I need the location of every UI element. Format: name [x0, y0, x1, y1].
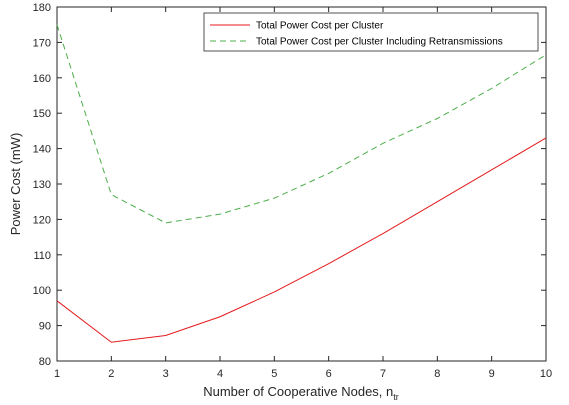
plot-area	[56, 6, 547, 362]
legend-label-1: Total Power Cost per Cluster Including R…	[256, 37, 503, 48]
x-axis-label: Number of Cooperative Nodes, ntr	[203, 384, 399, 402]
y-axis-label: Power Cost (mW)	[8, 133, 23, 236]
x-tick-label: 6	[326, 368, 332, 380]
y-tick-label: 170	[33, 37, 51, 49]
y-tick-label: 90	[39, 321, 51, 333]
x-tick-label: 2	[108, 368, 114, 380]
legend-box	[203, 12, 539, 52]
x-tick-label: 8	[434, 368, 440, 380]
x-tick-label: 10	[540, 368, 552, 380]
y-tick-label: 130	[33, 179, 51, 191]
y-tick-label: 100	[33, 285, 51, 297]
x-tick-label: 5	[271, 368, 277, 380]
legend: Total Power Cost per Cluster Total Power…	[203, 12, 539, 52]
x-tick-label: 1	[54, 368, 60, 380]
y-tick-label: 150	[33, 108, 51, 120]
x-axis-label-subscript: tr	[393, 392, 399, 402]
x-tick-label: 3	[163, 368, 169, 380]
x-tick-label: 7	[380, 368, 386, 380]
y-tick-label: 110	[33, 250, 51, 262]
y-tick-label: 160	[33, 73, 51, 85]
series-line-0	[56, 137, 547, 343]
axis-ticks: 1 2 3 4 5 6 7 8 9 10 80 90 100 110 120 130 140 150 160 170 1…	[33, 2, 552, 380]
x-tick-label: 9	[489, 368, 495, 380]
series-line-1	[56, 24, 547, 224]
y-tick-label: 180	[33, 2, 51, 14]
series-layer	[56, 24, 547, 343]
y-tick-label: 80	[39, 356, 51, 368]
y-tick-label: 120	[33, 214, 51, 226]
y-tick-label: 140	[33, 144, 51, 156]
legend-label-0: Total Power Cost per Cluster	[256, 21, 384, 32]
x-tick-label: 4	[217, 368, 223, 380]
